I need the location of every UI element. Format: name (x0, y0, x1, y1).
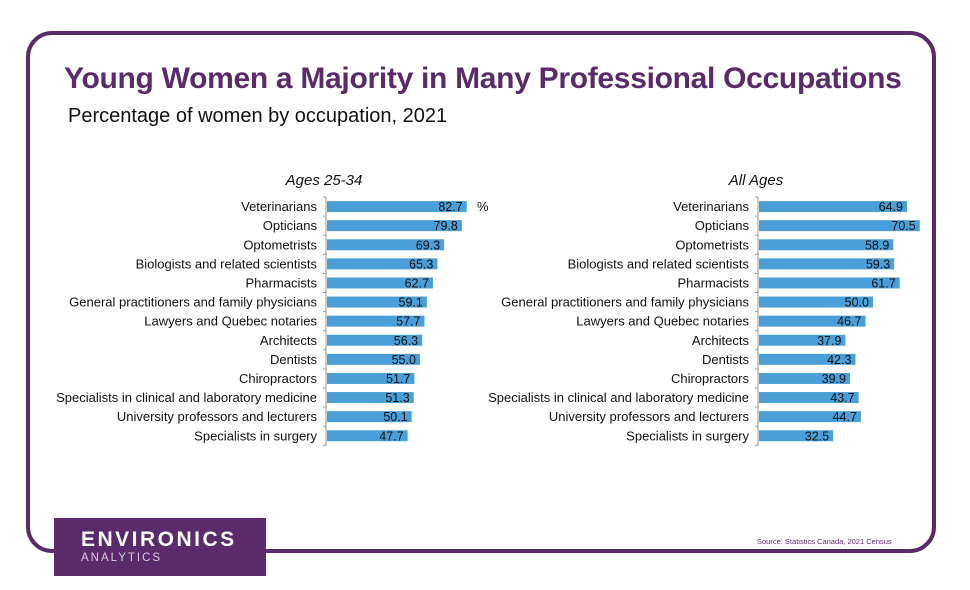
logo-sub-text: ANALYTICS (81, 552, 163, 564)
environics-logo: ENVIRONICS ANALYTICS (54, 518, 266, 576)
value-label: 79.8 (434, 219, 458, 233)
bar-ages-25-34 (327, 353, 420, 365)
category-label: Veterinarians (241, 199, 317, 214)
category-label: Specialists in surgery (626, 428, 749, 443)
value-label: 43.7 (830, 391, 854, 405)
value-label: 57.7 (396, 315, 420, 329)
category-label: Veterinarians (673, 199, 749, 214)
bar-all-ages (759, 353, 856, 365)
category-label: Specialists in clinical and laboratory m… (488, 390, 749, 405)
value-label: 82.7 (438, 200, 462, 214)
value-label: 58.9 (865, 238, 889, 252)
bar-ages-25-34 (327, 430, 408, 442)
category-label: Biologists and related scientists (136, 256, 318, 271)
category-label: General practitioners and family physici… (501, 295, 749, 310)
category-label: Specialists in surgery (194, 428, 317, 443)
bar-all-ages (759, 277, 900, 289)
bar-all-ages (759, 258, 895, 270)
category-label: Dentists (702, 352, 749, 367)
bar-all-ages (759, 315, 866, 327)
category-label: Specialists in clinical and laboratory m… (56, 390, 317, 405)
category-label: Optometrists (243, 237, 317, 252)
value-label: 46.7 (837, 315, 861, 329)
bar-ages-25-34 (327, 411, 412, 423)
value-label: 70.5 (891, 219, 915, 233)
chart-title-all-ages: All Ages (728, 172, 784, 189)
bar-all-ages (759, 239, 894, 251)
value-label: 64.9 (879, 200, 903, 214)
bar-all-ages (759, 411, 861, 423)
value-label: 59.3 (866, 257, 890, 271)
category-label: Pharmacists (677, 275, 749, 290)
category-label: University professors and lecturers (549, 409, 750, 424)
value-label: 44.7 (833, 410, 857, 424)
value-label: 32.5 (805, 429, 829, 443)
page-title: Young Women a Majority in Many Professio… (64, 62, 902, 95)
value-label: 56.3 (394, 334, 418, 348)
bar-all-ages (759, 334, 846, 346)
value-label: 50.0 (845, 296, 869, 310)
source-note: Source: Statistics Canada, 2021 Census (757, 537, 892, 546)
bar-all-ages (759, 372, 850, 384)
category-label: Lawyers and Quebec notaries (144, 314, 317, 329)
bar-ages-25-34 (327, 258, 438, 270)
bar-ages-25-34 (327, 315, 425, 327)
category-label: Pharmacists (245, 275, 317, 290)
category-label: Architects (692, 333, 750, 348)
value-label: 61.7 (871, 276, 895, 290)
value-label: 69.3 (416, 238, 440, 252)
category-label: Optometrists (675, 237, 749, 252)
bar-all-ages (759, 201, 907, 213)
value-label: 59.1 (399, 296, 423, 310)
card-frame (26, 31, 936, 553)
category-label: Biologists and related scientists (568, 256, 750, 271)
value-label: 37.9 (817, 334, 841, 348)
chart-title-ages-25-34: Ages 25-34 (285, 172, 363, 189)
category-label: General practitioners and family physici… (69, 295, 317, 310)
logo-main-text: ENVIRONICS (81, 528, 237, 551)
bar-ages-25-34 (327, 239, 445, 251)
value-label: 42.3 (827, 353, 851, 367)
unit-label: % (477, 199, 489, 214)
bar-ages-25-34 (327, 296, 427, 308)
bar-ages-25-34 (327, 201, 467, 213)
page-subtitle: Percentage of women by occupation, 2021 (68, 105, 448, 127)
value-label: 50.1 (383, 410, 407, 424)
bar-ages-25-34 (327, 220, 462, 232)
category-label: Lawyers and Quebec notaries (576, 314, 749, 329)
category-label: Chiropractors (239, 371, 318, 386)
category-label: Architects (260, 333, 318, 348)
category-label: University professors and lecturers (117, 409, 318, 424)
category-label: Dentists (270, 352, 317, 367)
category-label: Chiropractors (671, 371, 750, 386)
bar-all-ages (759, 392, 859, 404)
category-label: Opticians (695, 218, 750, 233)
bar-ages-25-34 (327, 334, 423, 346)
category-label: Opticians (263, 218, 318, 233)
value-label: 55.0 (392, 353, 416, 367)
bar-all-ages (759, 220, 920, 232)
bar-ages-25-34 (327, 277, 433, 289)
bar-all-ages (759, 430, 834, 442)
value-label: 47.7 (379, 429, 403, 443)
bar-ages-25-34 (327, 372, 415, 384)
bar-all-ages (759, 296, 873, 308)
value-label: 51.7 (386, 372, 410, 386)
bar-ages-25-34 (327, 392, 414, 404)
value-label: 39.9 (822, 372, 846, 386)
value-label: 62.7 (405, 276, 429, 290)
value-label: 65.3 (409, 257, 433, 271)
value-label: 51.3 (385, 391, 409, 405)
